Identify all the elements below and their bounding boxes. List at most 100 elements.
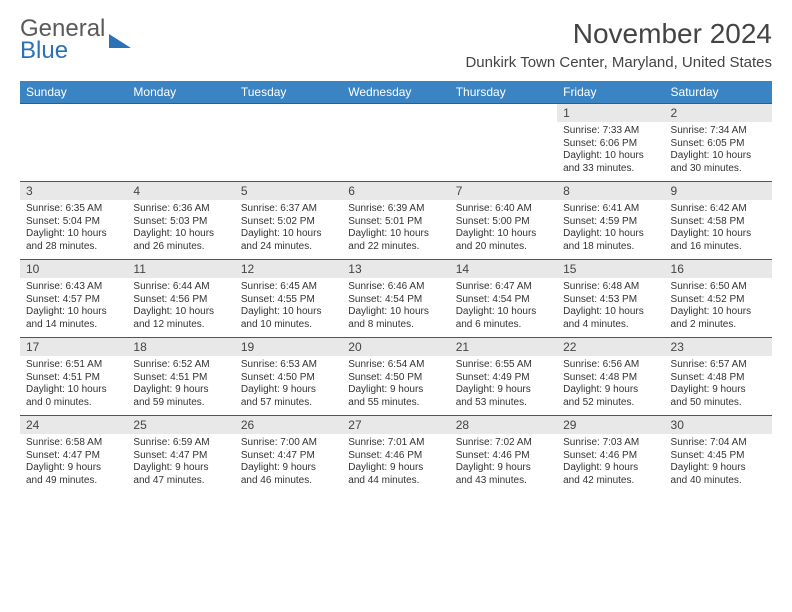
sunrise-text: Sunrise: 6:37 AM xyxy=(241,203,336,216)
calendar-day-cell: 29Sunrise: 7:03 AMSunset: 4:46 PMDayligh… xyxy=(557,416,664,494)
day-number: 25 xyxy=(127,416,234,434)
location: Dunkirk Town Center, Maryland, United St… xyxy=(465,54,772,71)
sunrise-text: Sunrise: 6:57 AM xyxy=(671,359,766,372)
sunset-text: Sunset: 4:54 PM xyxy=(456,294,551,307)
day-details: Sunrise: 7:00 AMSunset: 4:47 PMDaylight:… xyxy=(235,434,342,491)
day-details: Sunrise: 6:43 AMSunset: 4:57 PMDaylight:… xyxy=(20,278,127,335)
day-number: 8 xyxy=(557,182,664,200)
day-number: 26 xyxy=(235,416,342,434)
sunset-text: Sunset: 4:58 PM xyxy=(671,216,766,229)
daylight2-text: and 55 minutes. xyxy=(348,397,443,410)
daylight2-text: and 30 minutes. xyxy=(671,163,766,176)
calendar-day-cell: 22Sunrise: 6:56 AMSunset: 4:48 PMDayligh… xyxy=(557,338,664,416)
sunset-text: Sunset: 4:56 PM xyxy=(133,294,228,307)
calendar-day-cell: 4Sunrise: 6:36 AMSunset: 5:03 PMDaylight… xyxy=(127,182,234,260)
calendar-day-cell xyxy=(450,104,557,182)
sunrise-text: Sunrise: 6:52 AM xyxy=(133,359,228,372)
daylight2-text: and 12 minutes. xyxy=(133,319,228,332)
calendar-day-cell: 21Sunrise: 6:55 AMSunset: 4:49 PMDayligh… xyxy=(450,338,557,416)
calendar-day-cell: 7Sunrise: 6:40 AMSunset: 5:00 PMDaylight… xyxy=(450,182,557,260)
day-number: 10 xyxy=(20,260,127,278)
day-details: Sunrise: 6:53 AMSunset: 4:50 PMDaylight:… xyxy=(235,356,342,413)
day-number: 22 xyxy=(557,338,664,356)
day-number: 19 xyxy=(235,338,342,356)
calendar-day-cell xyxy=(342,104,449,182)
sunset-text: Sunset: 4:54 PM xyxy=(348,294,443,307)
daylight2-text: and 24 minutes. xyxy=(241,241,336,254)
daylight2-text: and 28 minutes. xyxy=(26,241,121,254)
day-number: 3 xyxy=(20,182,127,200)
day-number: 20 xyxy=(342,338,449,356)
sunset-text: Sunset: 5:01 PM xyxy=(348,216,443,229)
sunset-text: Sunset: 4:59 PM xyxy=(563,216,658,229)
weekday-header: Tuesday xyxy=(235,81,342,104)
day-details: Sunrise: 6:59 AMSunset: 4:47 PMDaylight:… xyxy=(127,434,234,491)
sunset-text: Sunset: 4:48 PM xyxy=(563,372,658,385)
calendar-day-cell: 20Sunrise: 6:54 AMSunset: 4:50 PMDayligh… xyxy=(342,338,449,416)
daylight1-text: Daylight: 9 hours xyxy=(456,384,551,397)
sunset-text: Sunset: 5:00 PM xyxy=(456,216,551,229)
calendar-day-cell: 24Sunrise: 6:58 AMSunset: 4:47 PMDayligh… xyxy=(20,416,127,494)
daylight2-text: and 0 minutes. xyxy=(26,397,121,410)
daylight1-text: Daylight: 9 hours xyxy=(671,384,766,397)
daylight1-text: Daylight: 9 hours xyxy=(456,462,551,475)
day-details: Sunrise: 6:35 AMSunset: 5:04 PMDaylight:… xyxy=(20,200,127,257)
day-details: Sunrise: 7:01 AMSunset: 4:46 PMDaylight:… xyxy=(342,434,449,491)
sunrise-text: Sunrise: 6:44 AM xyxy=(133,281,228,294)
day-details: Sunrise: 6:41 AMSunset: 4:59 PMDaylight:… xyxy=(557,200,664,257)
day-number: 30 xyxy=(665,416,772,434)
daylight1-text: Daylight: 10 hours xyxy=(241,306,336,319)
daylight1-text: Daylight: 10 hours xyxy=(563,306,658,319)
sunrise-text: Sunrise: 6:53 AM xyxy=(241,359,336,372)
sunrise-text: Sunrise: 6:58 AM xyxy=(26,437,121,450)
calendar-day-cell: 19Sunrise: 6:53 AMSunset: 4:50 PMDayligh… xyxy=(235,338,342,416)
sunrise-text: Sunrise: 7:04 AM xyxy=(671,437,766,450)
daylight1-text: Daylight: 10 hours xyxy=(26,228,121,241)
daylight2-text: and 8 minutes. xyxy=(348,319,443,332)
calendar-day-cell: 10Sunrise: 6:43 AMSunset: 4:57 PMDayligh… xyxy=(20,260,127,338)
sunrise-text: Sunrise: 7:03 AM xyxy=(563,437,658,450)
sunset-text: Sunset: 4:57 PM xyxy=(26,294,121,307)
day-details: Sunrise: 6:42 AMSunset: 4:58 PMDaylight:… xyxy=(665,200,772,257)
sunrise-text: Sunrise: 6:56 AM xyxy=(563,359,658,372)
day-number: 12 xyxy=(235,260,342,278)
day-details: Sunrise: 6:55 AMSunset: 4:49 PMDaylight:… xyxy=(450,356,557,413)
daylight2-text: and 40 minutes. xyxy=(671,475,766,488)
calendar-day-cell: 13Sunrise: 6:46 AMSunset: 4:54 PMDayligh… xyxy=(342,260,449,338)
weekday-header: Monday xyxy=(127,81,234,104)
daylight2-text: and 22 minutes. xyxy=(348,241,443,254)
sunrise-text: Sunrise: 6:47 AM xyxy=(456,281,551,294)
sunrise-text: Sunrise: 6:40 AM xyxy=(456,203,551,216)
sunset-text: Sunset: 5:03 PM xyxy=(133,216,228,229)
day-number: 28 xyxy=(450,416,557,434)
header: General Blue November 2024 Dunkirk Town … xyxy=(20,18,772,71)
calendar-day-cell: 23Sunrise: 6:57 AMSunset: 4:48 PMDayligh… xyxy=(665,338,772,416)
sunset-text: Sunset: 6:06 PM xyxy=(563,138,658,151)
sunrise-text: Sunrise: 6:46 AM xyxy=(348,281,443,294)
daylight2-text: and 10 minutes. xyxy=(241,319,336,332)
daylight2-text: and 4 minutes. xyxy=(563,319,658,332)
sunrise-text: Sunrise: 7:02 AM xyxy=(456,437,551,450)
day-details: Sunrise: 6:36 AMSunset: 5:03 PMDaylight:… xyxy=(127,200,234,257)
weekday-header: Sunday xyxy=(20,81,127,104)
day-details: Sunrise: 6:50 AMSunset: 4:52 PMDaylight:… xyxy=(665,278,772,335)
day-details: Sunrise: 6:44 AMSunset: 4:56 PMDaylight:… xyxy=(127,278,234,335)
sunset-text: Sunset: 4:47 PM xyxy=(241,450,336,463)
daylight1-text: Daylight: 10 hours xyxy=(26,306,121,319)
daylight1-text: Daylight: 10 hours xyxy=(241,228,336,241)
daylight1-text: Daylight: 9 hours xyxy=(241,384,336,397)
day-number: 21 xyxy=(450,338,557,356)
day-details: Sunrise: 6:46 AMSunset: 4:54 PMDaylight:… xyxy=(342,278,449,335)
daylight2-text: and 47 minutes. xyxy=(133,475,228,488)
daylight2-text: and 18 minutes. xyxy=(563,241,658,254)
calendar-day-cell: 6Sunrise: 6:39 AMSunset: 5:01 PMDaylight… xyxy=(342,182,449,260)
sunrise-text: Sunrise: 7:33 AM xyxy=(563,125,658,138)
day-number: 5 xyxy=(235,182,342,200)
day-details: Sunrise: 6:54 AMSunset: 4:50 PMDaylight:… xyxy=(342,356,449,413)
day-number: 18 xyxy=(127,338,234,356)
sunrise-text: Sunrise: 7:34 AM xyxy=(671,125,766,138)
sunset-text: Sunset: 4:46 PM xyxy=(563,450,658,463)
calendar-day-cell: 25Sunrise: 6:59 AMSunset: 4:47 PMDayligh… xyxy=(127,416,234,494)
day-number: 27 xyxy=(342,416,449,434)
sunrise-text: Sunrise: 6:59 AM xyxy=(133,437,228,450)
